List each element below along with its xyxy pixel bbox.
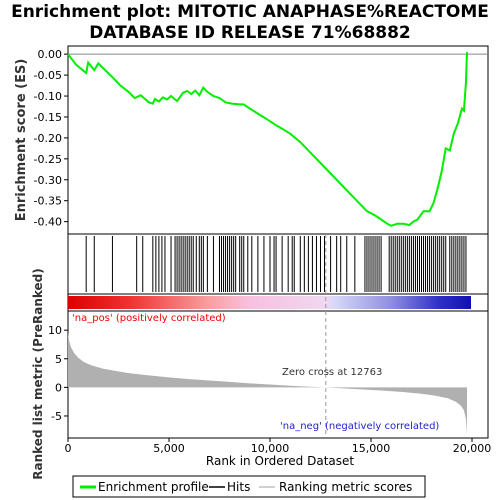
es-y-tick-label: -0.10 [34,90,62,103]
metric-y-axis-label: Ranked list metric (PreRanked) [31,268,45,480]
metric-y-tick-label: 10 [48,324,62,337]
legend-enrichment-label: Enrichment profile [98,480,209,494]
legend-metric-label: Ranking metric scores [279,480,412,494]
es-y-tick-label: -0.40 [34,216,62,229]
x-tick-label: 0 [65,442,72,455]
metric-y-tick-label: 0 [55,381,62,394]
chart-title-line-2: DATABASE ID RELEASE 71%68882 [89,23,411,43]
es-y-tick-label: -0.20 [34,132,62,145]
x-tick-label: 5,000 [153,442,185,455]
metric-x-axis: 0 5,000 10,000 15,000 20,000 [65,438,492,455]
zero-cross-label: Zero cross at 12763 [282,367,382,378]
metric-y-tick-label: 5 [55,353,62,366]
x-tick-label: 20,000 [453,442,492,455]
es-y-tick-label: -0.05 [34,69,62,82]
x-tick-label: 15,000 [352,442,391,455]
es-y-tick-label: -0.35 [34,195,62,208]
es-y-axis-label: Enrichment score (ES) [14,59,29,222]
neg-correlated-label: 'na_neg' (negatively correlated) [280,421,439,432]
rank-color-band [68,296,471,309]
metric-y-tick-label: -5 [51,410,62,423]
enrichment-profile-line [67,52,468,227]
x-axis-label: Rank in Ordered Dataset [206,454,354,468]
es-y-tick-label: 0.00 [38,48,63,61]
ranking-metric-area [68,332,467,435]
es-y-tick-label: -0.15 [34,111,62,124]
es-y-tick-label: -0.30 [34,174,62,187]
es-y-axis: 0.00 -0.05 -0.10 -0.15 -0.20 -0.25 -0.30 -0.35 -… [34,48,68,229]
es-y-tick-label: -0.25 [34,153,62,166]
hits-panel-frame [67,233,489,295]
legend-box [72,475,426,498]
hit-markers [85,236,467,292]
legend-hits-label: Hits [227,480,250,494]
x-tick-label: 10,000 [251,442,290,455]
pos-correlated-label: 'na_pos' (positively correlated) [72,313,226,324]
es-panel-frame [67,45,489,235]
chart-title-line-1: Enrichment plot: MITOTIC ANAPHASE%REACTO… [11,2,489,22]
metric-y-axis: 10 5 0 -5 [48,324,68,423]
